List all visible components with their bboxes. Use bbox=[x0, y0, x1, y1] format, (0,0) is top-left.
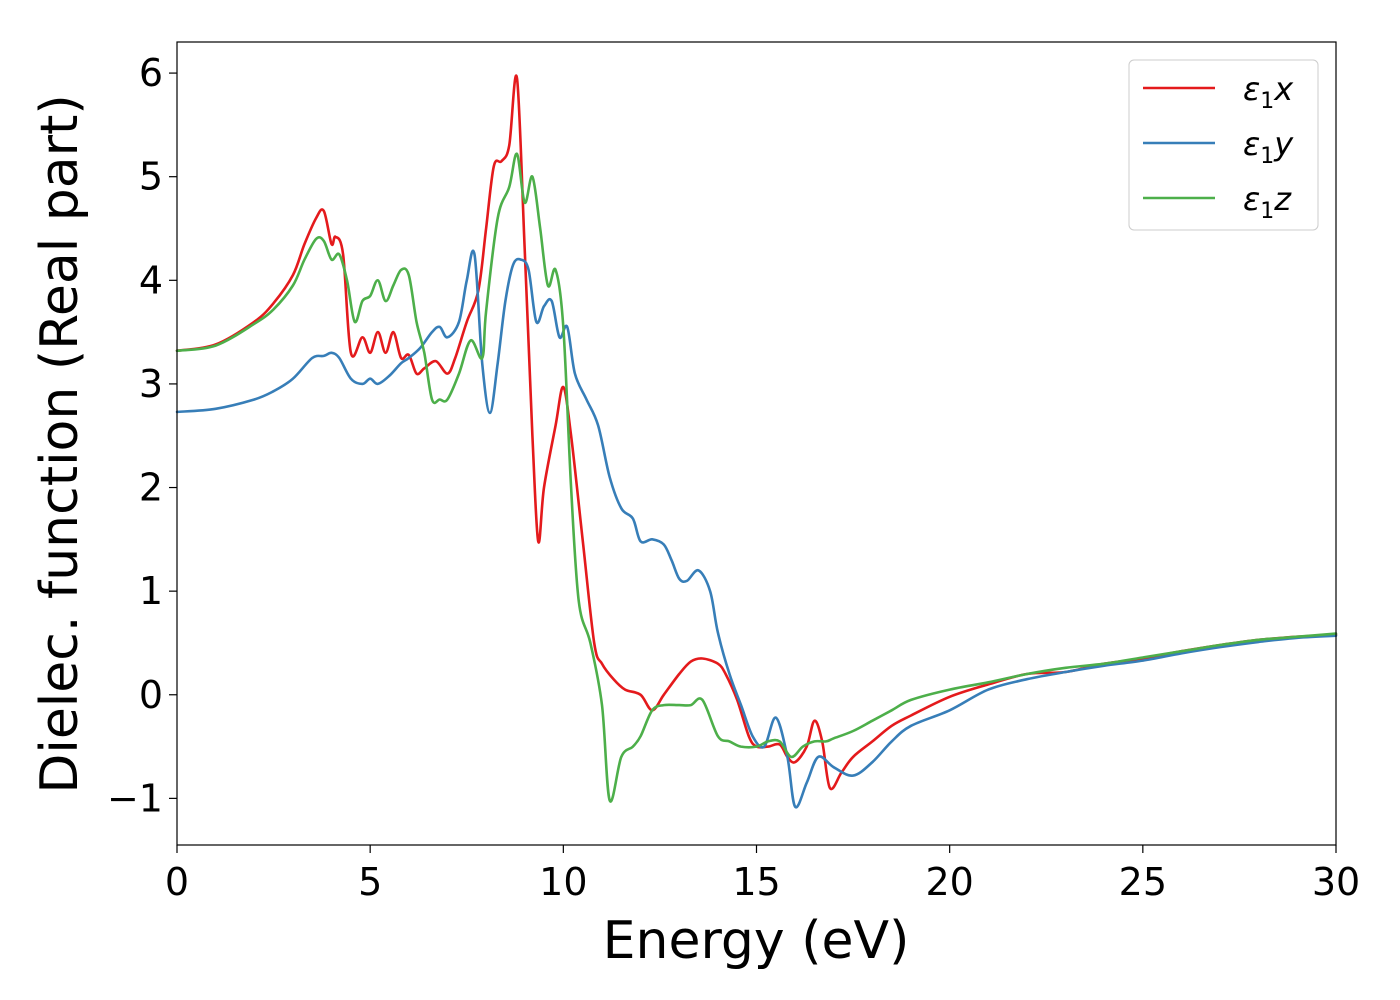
y-ticks: −1 0 1 2 3 4 5 6 bbox=[107, 51, 177, 820]
y-tick-label: 2 bbox=[139, 466, 163, 510]
x-tick-label: 0 bbox=[165, 860, 189, 904]
y-tick-label: 5 bbox=[139, 155, 163, 199]
x-ticks: 0 5 10 15 20 25 30 bbox=[165, 845, 1360, 904]
x-tick-label: 20 bbox=[925, 860, 973, 904]
x-tick-label: 10 bbox=[539, 860, 587, 904]
series-line-eps1x bbox=[175, 74, 1338, 791]
legend-label-eps1x: ε1x bbox=[1243, 70, 1294, 114]
x-tick-label: 5 bbox=[358, 860, 382, 904]
x-tick-label: 25 bbox=[1119, 860, 1167, 904]
legend-entries: ε1x ε1y ε1z bbox=[1143, 70, 1294, 224]
y-tick-label: 1 bbox=[139, 569, 163, 613]
legend-label-eps1y: ε1y bbox=[1243, 125, 1294, 169]
legend-label-eps1z: ε1z bbox=[1243, 180, 1292, 224]
series-line-eps1y bbox=[175, 249, 1338, 809]
y-tick-label: 4 bbox=[139, 258, 163, 302]
y-tick-label: 6 bbox=[139, 51, 163, 95]
y-axis-label: Dielec. function (Real part) bbox=[30, 94, 90, 793]
x-tick-label: 15 bbox=[732, 860, 780, 904]
series-layer bbox=[175, 74, 1338, 809]
legend: ε1x ε1y ε1z bbox=[1128, 59, 1319, 231]
y-tick-label: 3 bbox=[139, 362, 163, 406]
y-tick-label: −1 bbox=[107, 776, 163, 820]
x-tick-label: 30 bbox=[1312, 860, 1360, 904]
legend-box bbox=[1128, 59, 1319, 231]
y-tick-label: 0 bbox=[139, 673, 163, 717]
series-line-eps1z bbox=[175, 152, 1338, 803]
x-axis-label: Energy (eV) bbox=[603, 911, 910, 971]
